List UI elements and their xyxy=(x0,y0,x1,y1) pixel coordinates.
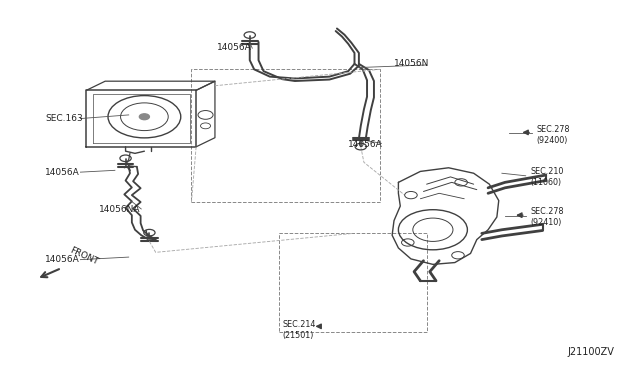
Text: 14056A: 14056A xyxy=(45,255,80,264)
Text: 14056A: 14056A xyxy=(348,140,383,148)
Text: SEC.210
(11060): SEC.210 (11060) xyxy=(530,167,563,187)
Text: SEC.278
(92410): SEC.278 (92410) xyxy=(530,207,564,227)
Text: 14056NA: 14056NA xyxy=(99,205,141,214)
Text: 14056A: 14056A xyxy=(216,43,252,52)
Text: 14056A: 14056A xyxy=(45,168,80,177)
Text: 14056N: 14056N xyxy=(394,60,429,68)
Text: J21100ZV: J21100ZV xyxy=(568,347,615,357)
Text: FRONT: FRONT xyxy=(68,245,99,266)
Text: SEC.163: SEC.163 xyxy=(45,114,83,123)
Circle shape xyxy=(140,114,149,120)
Text: SEC.278
(92400): SEC.278 (92400) xyxy=(536,125,570,145)
Text: SEC.214
(21501): SEC.214 (21501) xyxy=(282,320,316,340)
